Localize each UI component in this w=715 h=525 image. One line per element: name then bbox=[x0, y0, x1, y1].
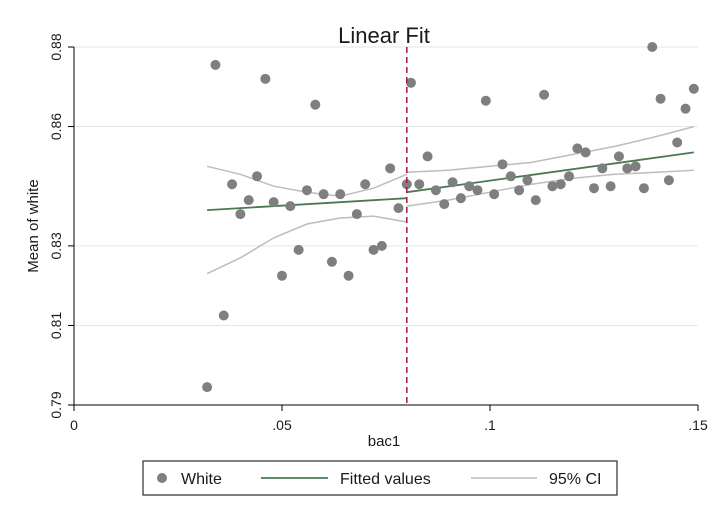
data-point bbox=[514, 185, 525, 196]
x-axis-title: bac1 bbox=[368, 433, 401, 450]
data-point bbox=[505, 171, 516, 182]
y-tick-label: 0.81 bbox=[48, 312, 64, 339]
chart-title: Linear Fit bbox=[338, 23, 430, 48]
data-point bbox=[663, 175, 674, 186]
data-point bbox=[638, 183, 649, 194]
point-layer bbox=[202, 42, 699, 393]
data-point bbox=[522, 175, 533, 186]
x-tick-label: 0 bbox=[70, 417, 78, 433]
data-point bbox=[622, 163, 633, 174]
data-point bbox=[647, 42, 658, 52]
y-tick-label: 0.88 bbox=[48, 33, 64, 60]
data-point bbox=[343, 270, 354, 281]
ci-line bbox=[406, 125, 694, 174]
y-tick-label: 0.86 bbox=[48, 113, 64, 140]
y-axis-title: Mean of white bbox=[25, 179, 42, 272]
legend: White Fitted values 95% CI bbox=[142, 460, 618, 496]
data-point bbox=[555, 179, 566, 190]
data-point bbox=[605, 181, 616, 192]
legend-label-white: White bbox=[181, 471, 222, 488]
legend-label-ci: 95% CI bbox=[549, 471, 601, 488]
data-point bbox=[539, 89, 550, 100]
data-point bbox=[564, 171, 575, 182]
data-point bbox=[672, 137, 683, 148]
data-point bbox=[368, 244, 379, 255]
data-point bbox=[310, 99, 321, 110]
data-point bbox=[252, 171, 263, 182]
data-point bbox=[385, 163, 396, 174]
data-point bbox=[293, 244, 304, 255]
y-tick-label: 0.79 bbox=[48, 391, 64, 418]
data-point bbox=[572, 143, 583, 154]
data-point bbox=[405, 77, 416, 88]
data-point bbox=[489, 189, 500, 200]
data-point bbox=[210, 59, 221, 70]
data-point bbox=[613, 151, 624, 162]
data-point bbox=[680, 103, 691, 114]
data-point bbox=[422, 151, 433, 162]
data-point bbox=[497, 159, 508, 170]
data-point bbox=[326, 256, 337, 267]
data-point bbox=[376, 240, 387, 251]
legend-box bbox=[142, 460, 618, 496]
data-point bbox=[227, 179, 238, 190]
x-tick-label: .1 bbox=[484, 417, 496, 433]
data-point bbox=[547, 181, 558, 192]
data-point bbox=[335, 189, 346, 200]
data-point bbox=[401, 179, 412, 190]
data-point bbox=[688, 83, 699, 94]
data-point bbox=[480, 95, 491, 106]
data-point bbox=[414, 179, 425, 190]
data-point bbox=[393, 203, 404, 214]
legend-marker-white bbox=[157, 473, 167, 483]
data-point bbox=[655, 93, 666, 104]
data-point bbox=[472, 185, 483, 196]
data-point bbox=[455, 193, 466, 204]
data-point bbox=[202, 382, 213, 393]
data-point bbox=[218, 310, 229, 321]
data-point bbox=[580, 147, 591, 158]
data-point bbox=[351, 209, 362, 220]
data-point bbox=[530, 195, 541, 206]
data-point bbox=[430, 185, 441, 196]
data-point bbox=[277, 270, 287, 281]
data-point bbox=[243, 195, 254, 206]
data-point bbox=[301, 185, 312, 196]
data-point bbox=[447, 177, 458, 188]
data-point bbox=[268, 197, 279, 208]
x-tick-label: .15 bbox=[688, 417, 708, 433]
data-point bbox=[260, 73, 271, 84]
x-tick-label: .05 bbox=[272, 417, 292, 433]
data-point bbox=[360, 179, 371, 190]
data-point bbox=[589, 183, 599, 194]
ci-line bbox=[206, 215, 407, 275]
axis-layer: 0.79 0.81 0.83 0.86 0.88 0 .05 .1 .15 bbox=[48, 33, 708, 433]
data-point bbox=[597, 163, 608, 174]
fitted-line bbox=[207, 197, 407, 211]
legend-label-fitted: Fitted values bbox=[340, 471, 431, 488]
data-point bbox=[439, 199, 450, 210]
data-point bbox=[464, 181, 475, 192]
data-point bbox=[630, 161, 641, 172]
data-point bbox=[285, 201, 296, 212]
y-tick-label: 0.83 bbox=[48, 232, 64, 259]
data-point bbox=[318, 189, 329, 200]
data-point bbox=[235, 209, 246, 220]
